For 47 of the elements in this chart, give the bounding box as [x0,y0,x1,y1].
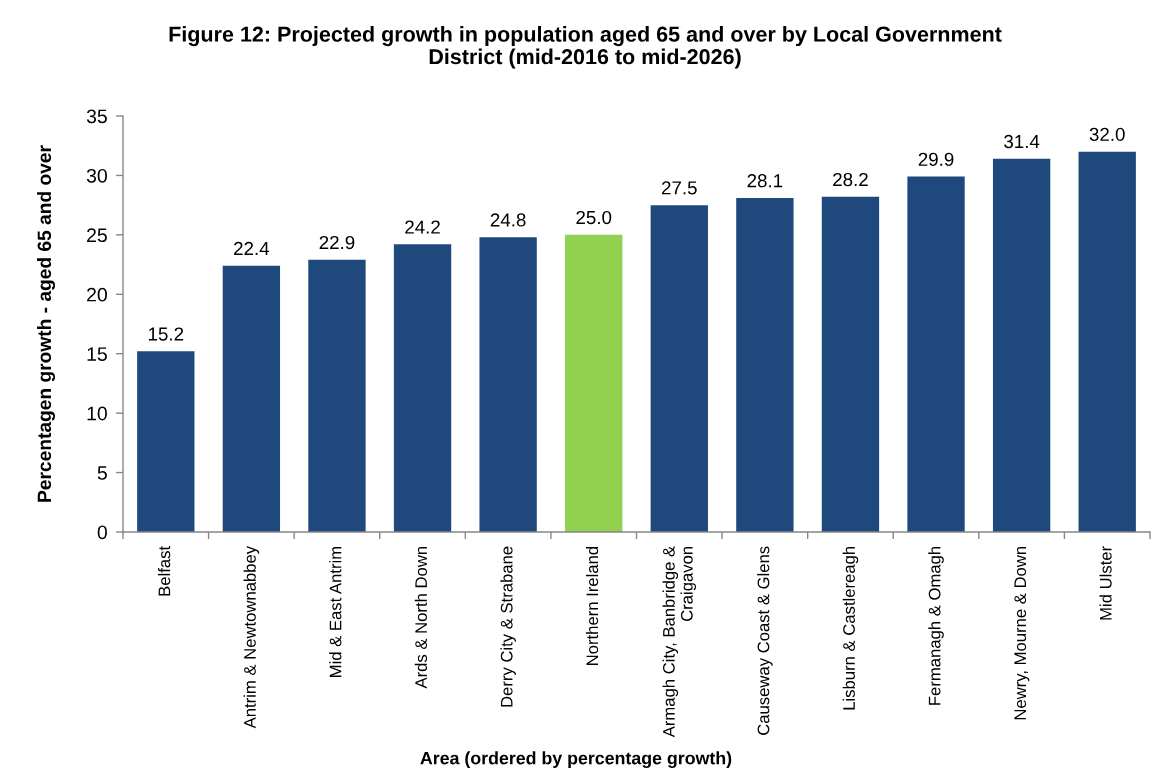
data-label: 22.9 [319,235,355,250]
x-tick-label: Causeway Coast & Glens [757,546,773,735]
y-tick-label: 25 [87,228,107,243]
x-tick-label: Ards & North Down [414,546,428,689]
data-label: 27.5 [661,181,697,195]
x-tick-label: Newry, Mourne & Down [1014,546,1030,720]
bar [650,205,708,532]
data-label: 22.4 [234,241,270,255]
bar [479,237,537,532]
data-label: 15.2 [148,327,184,341]
data-label: 24.2 [405,220,440,234]
bar [907,176,965,532]
x-tick-label: Derry City & Strabane [500,546,516,707]
y-tick-label: 20 [87,287,107,302]
x-tick-label: Lisburn & Castlereagh [842,546,859,710]
data-label: 29.9 [918,152,954,166]
chart-title: Figure 12: Projected growth in population aged 65 and over by Local Government District (mid-2016 to mid-2026) [169,26,1002,69]
bar [393,244,452,532]
bar [137,351,195,532]
x-tick-label: Armagh City, Banbridge & Craigavon [662,546,697,738]
bar [565,234,623,532]
x-tick-label: Antrim & Newtownabbey [243,545,260,729]
bar [736,198,794,532]
x-tick-label: Northern Ireland [585,546,599,665]
bar [308,259,366,532]
y-tick-label: 35 [86,109,107,124]
data-label: 25.0 [576,210,612,225]
x-tick-label: Fermanagh & Omagh [928,546,944,705]
y-axis-title: Percentagen growth - aged 65 and over [37,145,55,502]
x-axis-title: Area (ordered by percentage growth) [420,751,732,768]
x-tick-label: Mid Ulster [1099,546,1112,620]
y-tick-label: 5 [97,466,107,480]
data-label: 31.4 [1004,134,1040,149]
bar [222,265,281,532]
y-tick-label: 10 [87,406,107,421]
data-label: 28.2 [833,172,868,187]
data-label: 32.0 [1089,127,1125,142]
data-label: 24.8 [490,213,526,227]
y-tick-label: 30 [86,168,107,183]
bar [1078,151,1136,532]
y-tick-label: 0 [97,525,107,540]
x-tick-label: Belfast [158,546,171,596]
y-tick-label: 15 [87,347,107,361]
bar [821,196,880,532]
x-tick-label: Mid & East Antrim [329,546,342,677]
data-label: 28.1 [747,174,783,188]
bar [992,158,1051,532]
